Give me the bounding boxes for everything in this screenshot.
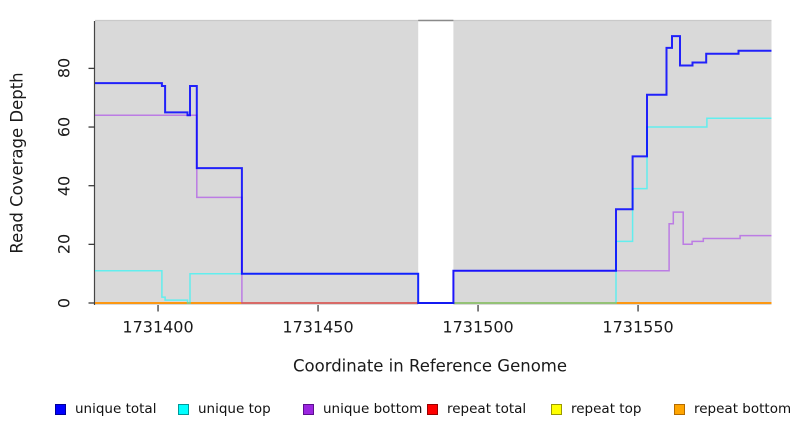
y-tick-label: 80: [54, 58, 74, 79]
legend-label: unique total: [75, 401, 157, 417]
legend-label: unique top: [198, 401, 271, 417]
legend-swatch-icon: [303, 403, 314, 415]
legend-swatch-icon: [674, 403, 685, 415]
legend-item-unique-top: unique top: [178, 401, 271, 417]
legend-item-unique-total: unique total: [55, 401, 156, 417]
x-axis-title: Coordinate in Reference Genome: [292, 356, 568, 376]
y-tick-label: 0: [54, 297, 74, 309]
x-tick-label: 1731450: [282, 317, 354, 337]
legend-swatch-icon: [427, 403, 438, 415]
legend-label: repeat top: [571, 401, 642, 417]
legend-label: unique bottom: [323, 401, 423, 417]
x-tick-label: 1731550: [602, 317, 674, 337]
y-tick-label: 60: [54, 116, 74, 138]
legend-swatch-icon: [55, 403, 66, 415]
y-axis-title: Read Coverage Depth: [7, 72, 27, 254]
legend-item-repeat-bottom: repeat bottom: [674, 401, 791, 417]
legend-item-unique-bottom: unique bottom: [303, 401, 422, 417]
legend-swatch-icon: [551, 403, 562, 415]
na-gap-band: [418, 21, 454, 305]
series-unique-total: [95, 35, 772, 304]
x-tick-label: 1731500: [442, 317, 514, 337]
legend-label: repeat total: [447, 401, 527, 417]
x-tick-label: 1731400: [122, 317, 194, 337]
legend-swatch-icon: [178, 403, 189, 415]
y-tick-label: 40: [54, 175, 74, 196]
legend-item-repeat-total: repeat total: [427, 401, 526, 417]
y-tick-label: 20: [54, 234, 74, 255]
legend-label: repeat bottom: [694, 401, 792, 417]
legend-item-repeat-top: repeat top: [551, 401, 641, 417]
